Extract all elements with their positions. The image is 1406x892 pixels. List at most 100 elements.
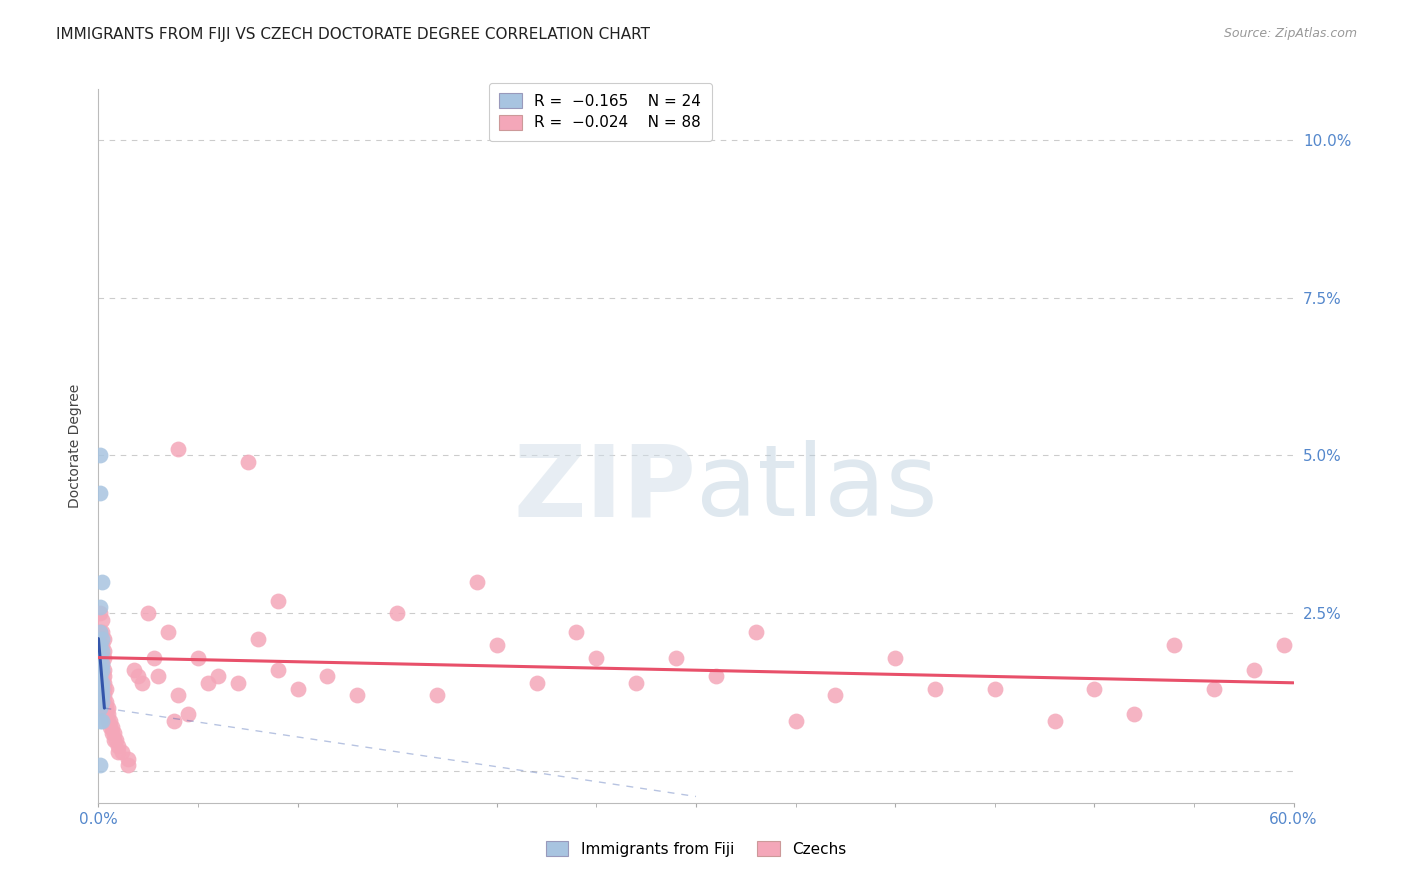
Point [426, 689, 449, 703]
Point [89, 625, 111, 640]
Point [167, 442, 190, 457]
Point [131, 675, 153, 690]
Point [89, 486, 111, 500]
Point [187, 650, 209, 665]
Point [197, 675, 219, 690]
Text: ZIP: ZIP [513, 441, 696, 537]
Point [111, 745, 134, 759]
Point [91, 675, 114, 690]
Point [97, 714, 120, 728]
Point [485, 638, 508, 652]
Point [167, 689, 190, 703]
Point [91, 574, 114, 589]
Point [101, 720, 124, 734]
Point [385, 607, 409, 621]
Point [89, 701, 111, 715]
Text: atlas: atlas [696, 441, 938, 537]
Point [1243, 663, 1265, 677]
Point [924, 682, 946, 697]
Point [89, 657, 111, 671]
Point [89, 449, 111, 463]
Point [526, 675, 548, 690]
Point [89, 663, 111, 677]
Point [745, 625, 768, 640]
Point [465, 574, 488, 589]
Point [91, 644, 114, 658]
Point [143, 650, 166, 665]
Point [91, 632, 114, 646]
Point [97, 701, 120, 715]
Point [91, 613, 114, 627]
Point [89, 675, 111, 690]
Point [101, 726, 124, 740]
Point [91, 657, 114, 671]
Legend: Immigrants from Fiji, Czechs: Immigrants from Fiji, Czechs [540, 835, 852, 863]
Point [89, 638, 111, 652]
Point [89, 682, 111, 697]
Point [91, 682, 114, 697]
Point [1083, 682, 1105, 697]
Point [91, 689, 114, 703]
Point [93, 695, 115, 709]
Point [105, 732, 128, 747]
Point [117, 751, 139, 765]
Text: Source: ZipAtlas.com: Source: ZipAtlas.com [1223, 27, 1357, 40]
Point [89, 689, 111, 703]
Point [89, 644, 111, 658]
Text: IMMIGRANTS FROM FIJI VS CZECH DOCTORATE DEGREE CORRELATION CHART: IMMIGRANTS FROM FIJI VS CZECH DOCTORATE … [56, 27, 650, 42]
Point [93, 650, 115, 665]
Point [148, 669, 170, 683]
Point [884, 650, 907, 665]
Point [93, 644, 115, 658]
Point [1163, 638, 1185, 652]
Point [96, 682, 118, 697]
Point [246, 632, 269, 646]
Point [91, 682, 114, 697]
Point [1202, 682, 1225, 697]
Point [93, 669, 115, 683]
Point [98, 720, 122, 734]
Point [91, 650, 114, 665]
Point [267, 663, 290, 677]
Point [136, 607, 159, 621]
Point [96, 707, 118, 722]
Point [89, 758, 111, 772]
Point [93, 663, 115, 677]
Point [565, 625, 588, 640]
Point [626, 675, 648, 690]
Point [226, 675, 249, 690]
Point [346, 689, 368, 703]
Point [89, 600, 111, 615]
Point [267, 593, 290, 607]
Point [665, 650, 688, 665]
Point [97, 707, 120, 722]
Point [107, 745, 129, 759]
Point [316, 669, 339, 683]
Point [177, 707, 200, 722]
Point [1272, 638, 1295, 652]
Point [236, 455, 259, 469]
Point [91, 669, 114, 683]
Point [98, 714, 122, 728]
Point [93, 682, 115, 697]
Point [91, 714, 114, 728]
Point [1123, 707, 1146, 722]
Point [91, 695, 114, 709]
Point [785, 714, 807, 728]
Point [704, 669, 727, 683]
Point [127, 669, 149, 683]
Point [163, 714, 186, 728]
Point [89, 663, 111, 677]
Point [89, 714, 111, 728]
Point [824, 689, 846, 703]
Point [157, 625, 180, 640]
Point [91, 638, 114, 652]
Point [103, 732, 125, 747]
Point [89, 669, 111, 683]
Point [89, 638, 111, 652]
Point [107, 739, 129, 753]
Y-axis label: Doctorate Degree: Doctorate Degree [69, 384, 83, 508]
Point [117, 758, 139, 772]
Point [207, 669, 229, 683]
Point [89, 607, 111, 621]
